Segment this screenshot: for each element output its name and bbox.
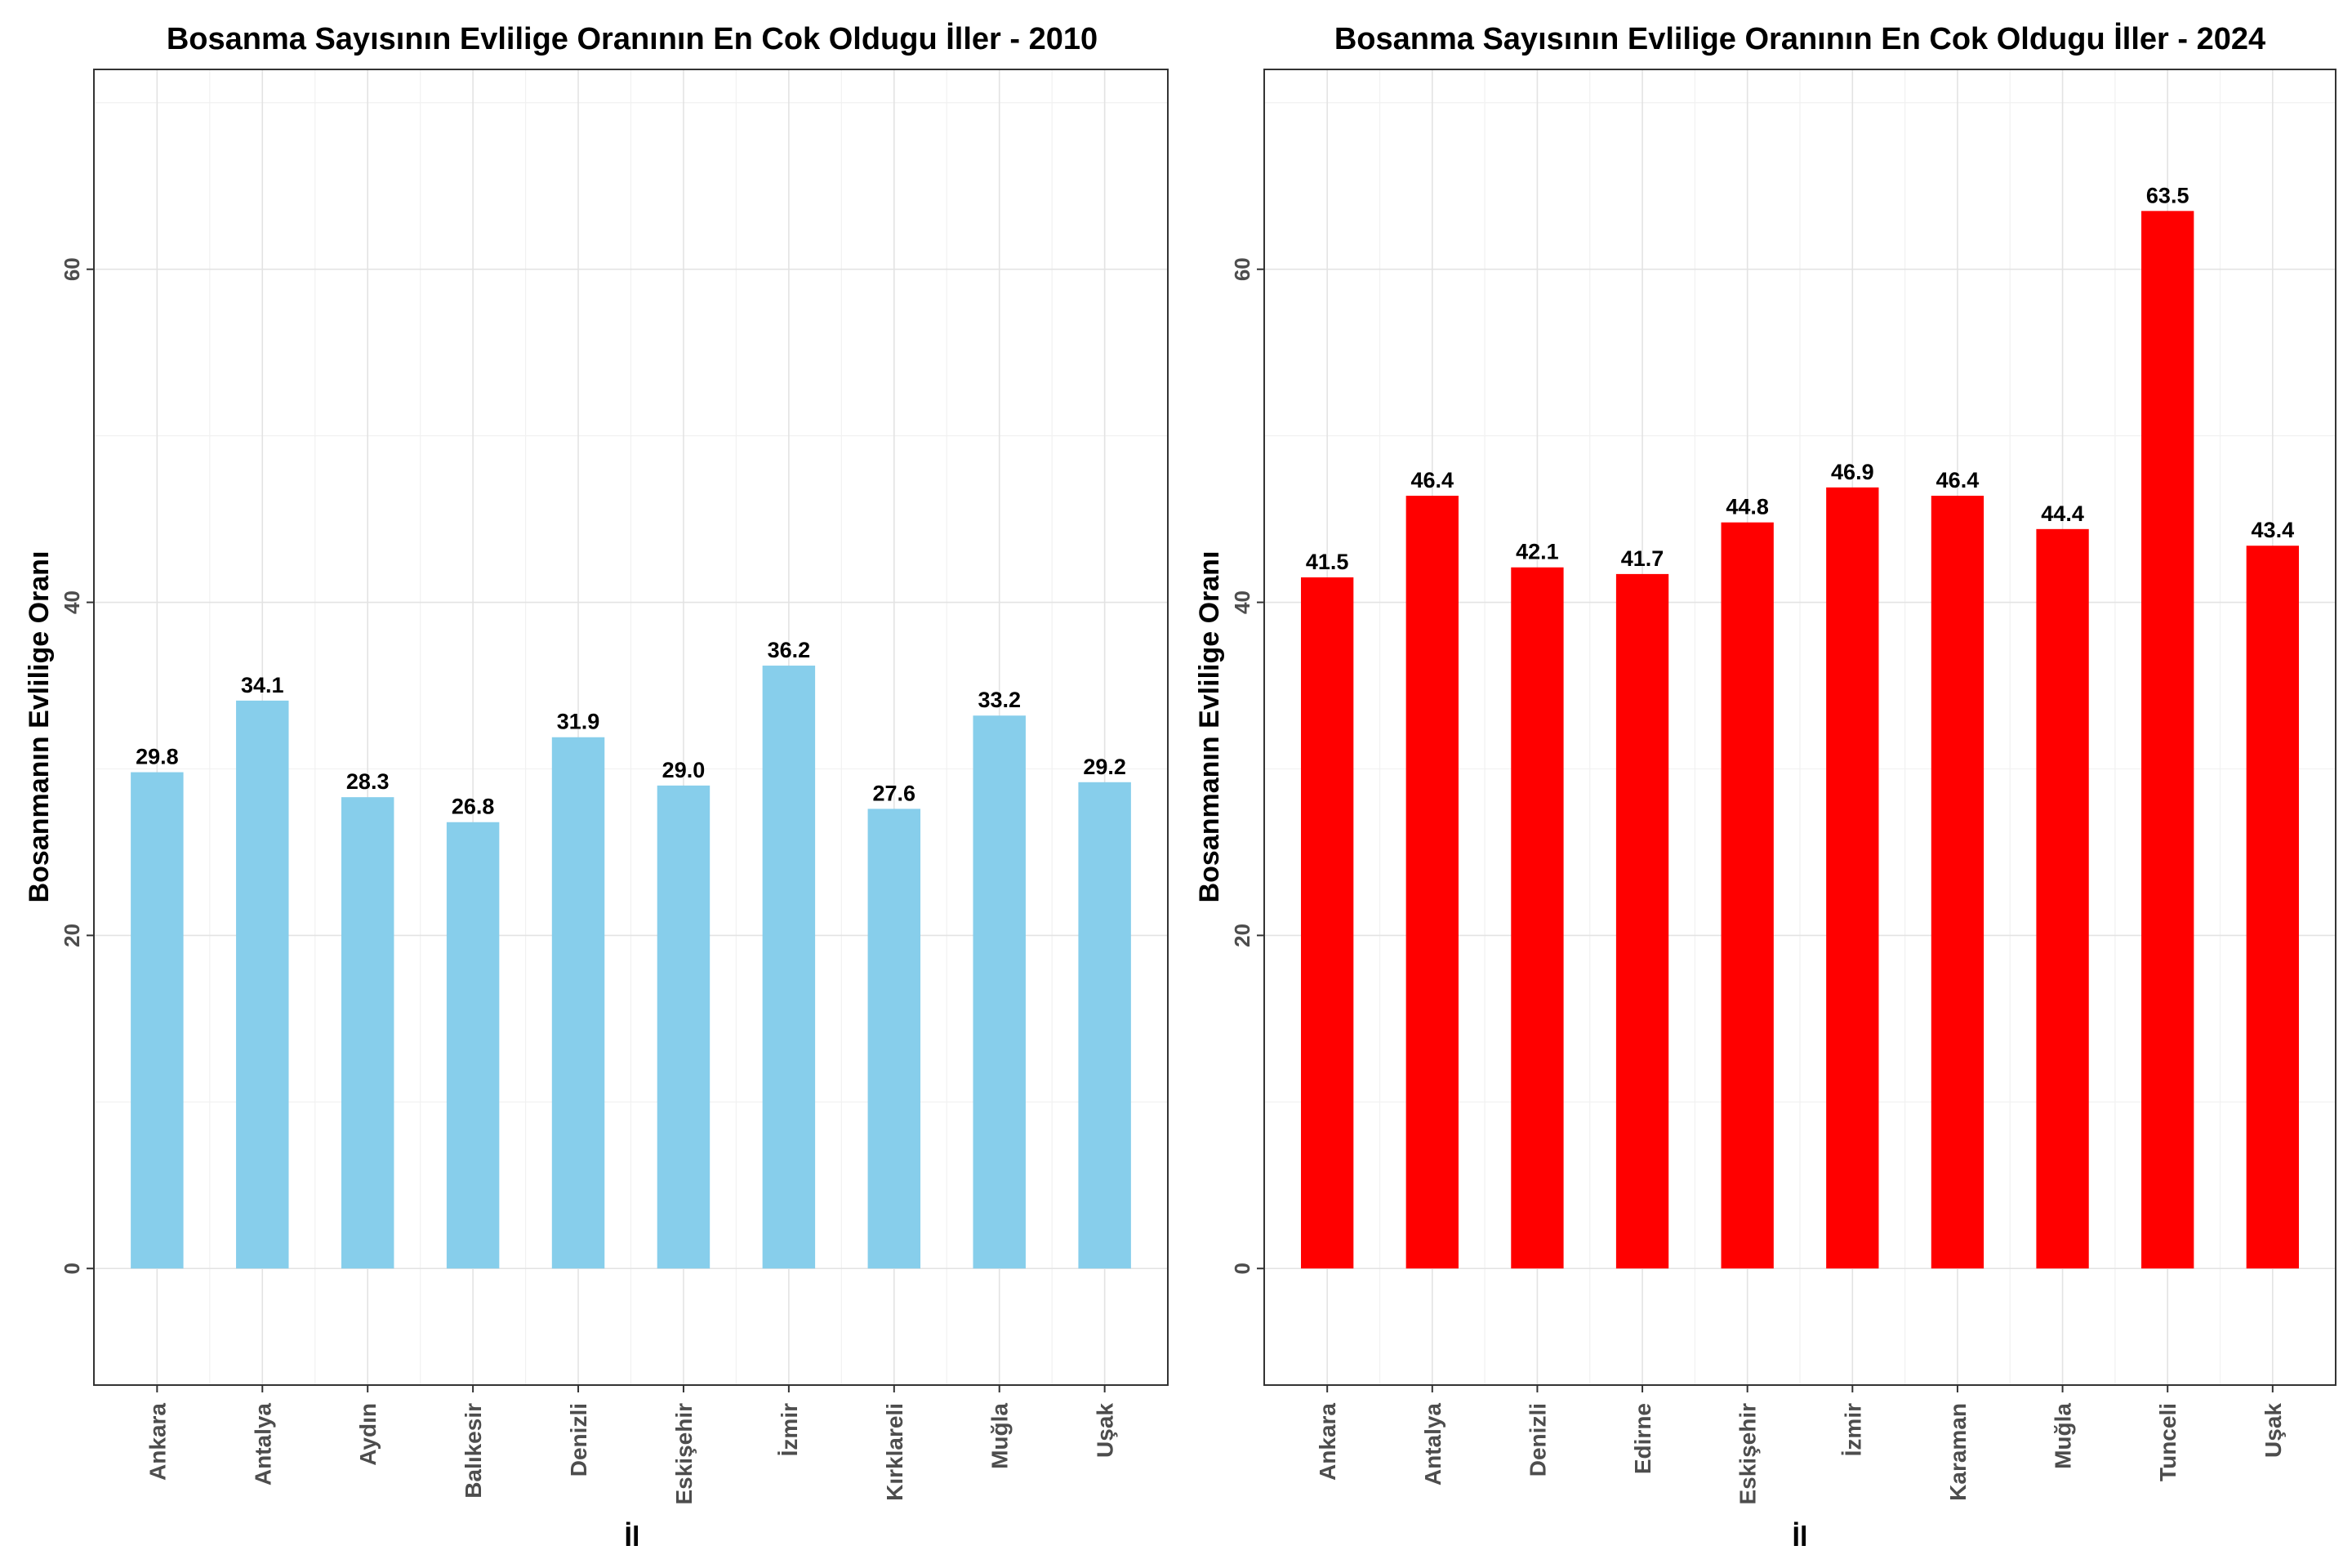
data-label: 42.1	[1516, 540, 1559, 564]
data-label: 46.9	[1831, 460, 1874, 484]
data-label: 28.3	[346, 769, 390, 794]
data-labels-2024: 41.5 46.4 42.1 41.7 44.8 46.9 46.4 44.4 63.5 43.4	[1306, 183, 2294, 574]
x-tick-label: Edirne	[1630, 1403, 1655, 1474]
data-label: 29.2	[1083, 755, 1126, 779]
bar-İzmir	[762, 666, 816, 1269]
bar-Denizli	[551, 737, 605, 1269]
x-tick-label: Eskişehir	[1735, 1403, 1761, 1505]
ticks-2010: 0 20 40 60 Ankara Antalya Aydın Balıkesir Denizl…	[60, 257, 1118, 1504]
data-label: 31.9	[557, 710, 600, 734]
y-tick-label: 60	[1230, 257, 1254, 281]
y-tick-label: 40	[60, 590, 84, 614]
bar-Uşak	[1078, 782, 1131, 1269]
data-label: 27.6	[873, 781, 916, 805]
x-tick-label: Ankara	[145, 1403, 170, 1481]
x-axis-title-2010: İl	[625, 1521, 640, 1552]
y-axis-title-2010: Bosanmanın Evlilige Oranı	[24, 551, 55, 903]
x-tick-label: Uşak	[2261, 1403, 2286, 1458]
x-tick-label: Tunceli	[2155, 1403, 2180, 1481]
bar-Aydın	[341, 797, 394, 1269]
data-label: 41.5	[1306, 550, 1349, 574]
panel-border-2024	[1263, 69, 2336, 1386]
bar-Muğla	[973, 715, 1026, 1269]
x-tick-label: Kırklareli	[882, 1403, 907, 1501]
bar-Karaman	[1931, 496, 1984, 1269]
bars-2010	[131, 666, 1131, 1269]
data-label: 33.2	[978, 688, 1021, 712]
bar-Edirne	[1615, 573, 1669, 1269]
x-tick-label: Karaman	[1945, 1403, 1971, 1501]
data-label: 29.0	[662, 758, 706, 782]
data-label: 44.4	[2041, 501, 2084, 526]
bar-Tunceli	[2141, 211, 2194, 1269]
bar-Eskişehir	[1721, 522, 1774, 1269]
data-label: 63.5	[2146, 183, 2189, 207]
y-tick-label: 20	[1230, 924, 1254, 947]
panel-border-2010	[93, 69, 1169, 1386]
x-tick-label: Antalya	[250, 1403, 275, 1486]
bar-Antalya	[236, 700, 289, 1269]
bar-Balıkesir	[446, 822, 500, 1269]
bar-Ankara	[1301, 577, 1354, 1269]
ticks-2024: 0 20 40 60 Ankara Antalya Denizli Edirne Eskişeh…	[1230, 257, 2286, 1504]
bar-İzmir	[1826, 487, 1879, 1269]
x-tick-label: Denizli	[566, 1403, 591, 1477]
x-tick-label: Denizli	[1525, 1403, 1550, 1477]
bar-Eskişehir	[657, 785, 710, 1269]
bar-Ankara	[131, 772, 184, 1269]
data-label: 26.8	[452, 795, 495, 819]
chart-2010: Bosanma Sayısının Evlilige Oranının En C…	[24, 22, 1169, 1552]
data-label: 44.8	[1726, 495, 1769, 519]
x-tick-label: Muğla	[2051, 1403, 2076, 1469]
data-labels-2010: 29.8 34.1 28.3 26.8 31.9 29.0 36.2 27.6 33.2 29.2	[136, 638, 1126, 819]
y-tick-label: 60	[60, 257, 84, 281]
y-tick-label: 0	[60, 1263, 84, 1274]
x-tick-label: Balıkesir	[461, 1403, 486, 1499]
x-tick-label: Ankara	[1315, 1403, 1340, 1481]
x-tick-label: Aydın	[355, 1403, 381, 1466]
chart-title-2024: Bosanma Sayısının Evlilige Oranının En C…	[1334, 22, 2265, 56]
x-tick-label: Uşak	[1093, 1403, 1118, 1458]
data-label: 46.4	[1411, 468, 1454, 492]
x-tick-label: İzmir	[1840, 1403, 1865, 1456]
x-tick-label: Muğla	[987, 1403, 1013, 1469]
y-axis-title-2024: Bosanmanın Evlilige Oranı	[1194, 551, 1225, 903]
data-label: 36.2	[768, 638, 811, 662]
chart-2024: Bosanma Sayısının Evlilige Oranının En C…	[1194, 22, 2336, 1552]
data-label: 41.7	[1621, 546, 1664, 571]
x-axis-title-2024: İl	[1793, 1521, 1808, 1552]
bar-Antalya	[1405, 496, 1459, 1269]
y-tick-label: 40	[1230, 590, 1254, 614]
x-tick-label: Antalya	[1420, 1403, 1446, 1486]
data-label: 43.4	[2252, 518, 2295, 542]
bar-Denizli	[1511, 567, 1564, 1269]
data-label: 34.1	[241, 673, 284, 697]
y-tick-label: 20	[60, 924, 84, 947]
data-label: 29.8	[136, 745, 179, 769]
bar-Uşak	[2246, 546, 2299, 1269]
bar-Kırklareli	[867, 808, 921, 1269]
bars-2024	[1301, 211, 2299, 1269]
x-tick-label: İzmir	[777, 1403, 802, 1456]
bar-Muğla	[2036, 528, 2089, 1269]
chart-title-2010: Bosanma Sayısının Evlilige Oranının En C…	[167, 22, 1098, 56]
y-tick-label: 0	[1230, 1263, 1254, 1274]
x-tick-label: Eskişehir	[671, 1403, 697, 1505]
data-label: 46.4	[1936, 468, 1980, 492]
